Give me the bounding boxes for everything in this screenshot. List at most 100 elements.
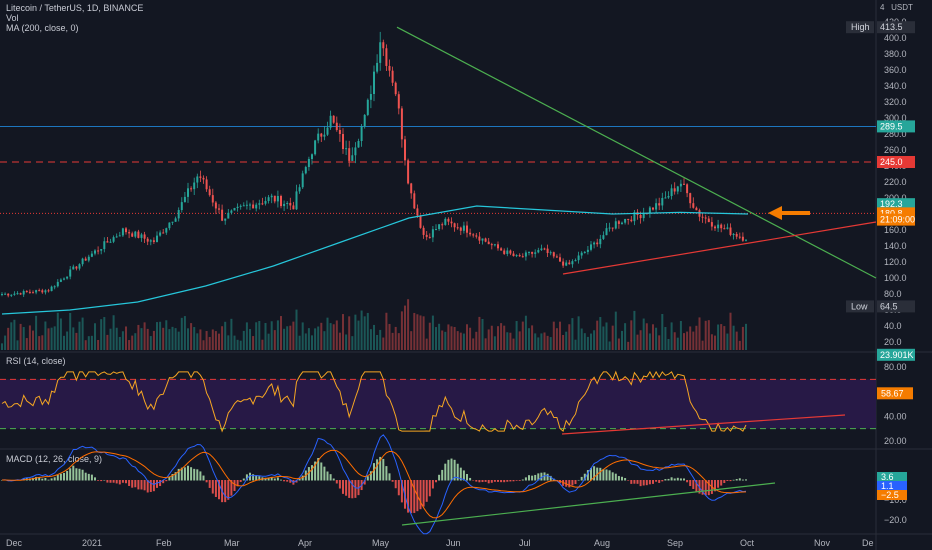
trendline-down[interactable]	[396, 26, 877, 279]
volume-bar	[1, 343, 3, 350]
macd-histogram-bar	[332, 478, 335, 481]
candle-body	[614, 221, 617, 229]
candle-body	[301, 173, 304, 188]
volume-bar	[149, 336, 152, 350]
time-tick-label: Sep	[667, 538, 683, 548]
macd-axis-ticks: 0.0−10.0−20.03.61.1−2.5	[877, 472, 907, 525]
volume-bar	[456, 331, 459, 350]
candle-body	[35, 290, 38, 293]
candle-body	[521, 256, 524, 258]
volume-bar	[484, 338, 487, 350]
candle-body	[509, 250, 512, 254]
macd-histogram-bar	[149, 480, 152, 492]
candle-body	[717, 224, 720, 229]
candle-body	[112, 237, 115, 242]
volume-bar	[75, 332, 78, 350]
volume-bar	[493, 336, 496, 350]
volume-bar	[134, 333, 137, 350]
rsi-tick-label: 40.00	[884, 411, 907, 421]
volume-bar	[348, 316, 351, 350]
candle-body	[224, 218, 227, 221]
volume-bar	[450, 326, 453, 350]
rsi-tick-label: 20.00	[884, 436, 907, 446]
volume-bar	[267, 333, 270, 350]
macd-histogram-bar	[580, 476, 583, 481]
candle-body	[292, 205, 295, 210]
volume-bar	[137, 324, 140, 350]
volume-bar	[190, 323, 193, 350]
macd-histogram-bar	[472, 480, 475, 481]
volume-bar	[16, 340, 19, 350]
volume-bar	[686, 331, 689, 350]
candle-body	[162, 232, 165, 234]
candle-body	[47, 290, 50, 292]
candle-body	[267, 197, 270, 202]
candle-body	[326, 127, 329, 135]
candle-body	[723, 228, 726, 230]
time-tick-label: Aug	[594, 538, 610, 548]
candle-body	[608, 227, 611, 229]
price-tick-label: 220.0	[884, 177, 907, 187]
macd-histogram-bar	[388, 473, 391, 481]
macd-histogram-bar	[493, 480, 496, 482]
macd-trendline[interactable]	[401, 482, 776, 526]
macd-histogram-bar	[639, 480, 642, 487]
candle-body	[72, 266, 75, 270]
volume-bar	[121, 331, 124, 350]
macd-histogram-bar	[280, 479, 282, 481]
volume-bar	[13, 319, 16, 350]
time-tick-label: Apr	[298, 538, 312, 548]
macd-histogram-bar	[459, 467, 462, 481]
volume-bar	[515, 321, 518, 350]
candle-body	[121, 228, 124, 236]
volume-bar	[214, 331, 217, 350]
volume-bar	[345, 334, 348, 350]
macd-histogram-bar	[140, 480, 143, 490]
candle-body	[422, 227, 425, 235]
candle-body	[735, 233, 738, 237]
volume-bar	[639, 330, 642, 350]
candle-body	[611, 227, 614, 229]
candle-body	[140, 234, 143, 238]
macd-histogram-bar	[621, 476, 623, 481]
candle-body	[394, 82, 397, 95]
price-tag-label-bg	[846, 300, 874, 313]
time-tick-label: Mar	[224, 538, 240, 548]
macd-histogram-bar	[345, 480, 348, 496]
macd-histogram-bar	[428, 480, 431, 497]
candle-body	[707, 218, 710, 223]
volume-bar	[59, 318, 62, 350]
volume-bar	[676, 337, 679, 350]
macd-histogram-bar	[224, 480, 227, 503]
macd-histogram-bar	[183, 467, 186, 481]
macd-histogram-bar	[707, 480, 710, 496]
volume-bar	[453, 326, 456, 350]
macd-histogram-bar	[717, 480, 720, 488]
candle-body	[53, 286, 56, 288]
macd-histogram-bar	[475, 480, 478, 482]
orange-arrow[interactable]	[768, 206, 810, 220]
candle-body	[59, 279, 62, 282]
volume-bar	[630, 320, 633, 350]
candle-body	[75, 266, 78, 269]
volume-bar	[614, 311, 617, 350]
candle-body	[453, 223, 456, 228]
trendline-up[interactable]	[562, 221, 877, 275]
volume-bar	[295, 309, 298, 350]
volume-bar	[369, 329, 372, 350]
volume-bar	[717, 324, 720, 350]
time-tick-label: Jul	[519, 538, 531, 548]
macd-histogram-bar	[546, 473, 549, 481]
volume-bar	[162, 327, 165, 350]
candle-body	[503, 250, 506, 254]
price-tick-label: 340.0	[884, 81, 907, 91]
volume-bar	[81, 317, 84, 350]
candle-body	[118, 235, 121, 237]
volume-bar	[670, 322, 673, 350]
price-tag-bg	[877, 21, 915, 34]
volume-bar	[400, 311, 403, 350]
candle-body	[419, 215, 422, 228]
rsi-trendline[interactable]	[561, 414, 846, 435]
volume-bar	[69, 312, 72, 350]
